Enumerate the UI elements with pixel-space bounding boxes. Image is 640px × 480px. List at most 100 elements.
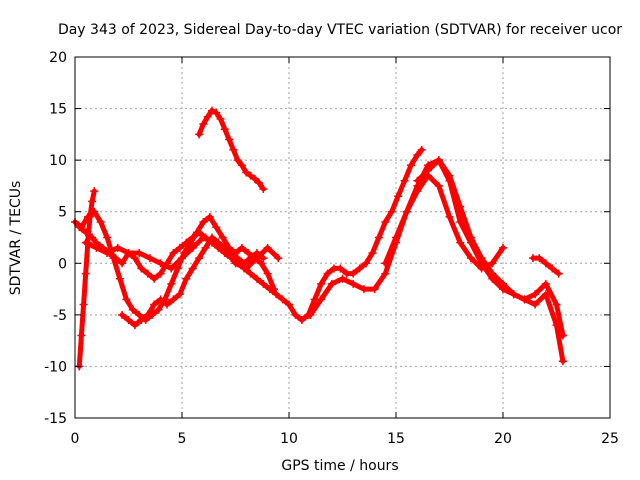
data-point [199, 218, 208, 227]
data-point [150, 300, 159, 309]
chart-title: Day 343 of 2023, Sidereal Day-to-day VTE… [58, 22, 622, 38]
data-point [402, 207, 411, 216]
series-line [72, 209, 277, 323]
series-satellite-track-6 [75, 187, 99, 371]
y-tick-label: 5 [58, 205, 67, 221]
data-point [541, 259, 550, 268]
data-point [135, 310, 144, 319]
data-point [201, 243, 210, 252]
data-point [195, 130, 204, 139]
data-point [88, 197, 97, 206]
data-point [374, 233, 383, 242]
data-point [531, 300, 540, 309]
data-point [499, 285, 507, 294]
data-point [143, 310, 152, 319]
y-tick-label: 0 [58, 256, 67, 272]
data-point [278, 295, 287, 304]
data-point [124, 316, 133, 325]
data-point [229, 145, 238, 154]
data-point [109, 254, 118, 263]
data-point [227, 248, 236, 257]
y-tick-label: -5 [53, 308, 67, 324]
series-line [196, 108, 266, 192]
data-point [381, 259, 390, 268]
data-point [192, 228, 201, 237]
data-point [169, 295, 178, 304]
data-point [231, 259, 240, 268]
grid [75, 57, 610, 418]
data-point [434, 181, 443, 190]
data-point [240, 259, 249, 268]
data-point [242, 264, 251, 273]
data-point [552, 300, 561, 309]
data-point [212, 223, 221, 232]
data-point [370, 285, 379, 294]
data-point [394, 192, 403, 201]
data-point [195, 254, 204, 263]
plot-frame [74, 56, 611, 419]
data-point [85, 212, 94, 221]
data-point [548, 264, 557, 273]
data-point [156, 259, 165, 268]
data-point [466, 238, 475, 247]
data-point [306, 310, 315, 319]
data-point [83, 238, 92, 247]
data-point [252, 248, 261, 257]
data-point [154, 305, 163, 314]
x-tick-label: 0 [71, 431, 80, 447]
data-point [406, 161, 415, 170]
series-satellite-track-10 [528, 254, 563, 278]
data-point [216, 114, 225, 123]
data-point [499, 243, 507, 252]
data-point [203, 112, 212, 121]
data-point [520, 295, 529, 304]
data-point [90, 187, 99, 196]
data-point [250, 174, 259, 183]
data-point [77, 331, 86, 340]
y-tick-label: -10 [44, 359, 67, 375]
data-point [220, 243, 229, 252]
y-tick-label: 15 [49, 102, 67, 118]
data-point [237, 243, 246, 252]
data-point [317, 279, 326, 288]
data-point [163, 300, 172, 309]
data-point [130, 321, 139, 330]
data-point [349, 269, 358, 278]
data-point [233, 254, 242, 263]
data-point [246, 254, 255, 263]
data-point [359, 285, 368, 294]
data-point [128, 305, 137, 314]
series-satellite-track-4 [118, 233, 268, 330]
data-point [362, 259, 371, 268]
y-tick-label: 20 [49, 50, 67, 66]
data-point [531, 290, 540, 299]
y-tick-label: 10 [49, 153, 67, 169]
data-point [169, 248, 178, 257]
x-tick-label: 10 [280, 431, 298, 447]
data-point [413, 176, 422, 185]
data-point [220, 125, 229, 134]
data-point [466, 254, 475, 263]
y-axis-label: SDTVAR / TECUs [8, 181, 24, 296]
data-point [317, 295, 326, 304]
data-point [143, 269, 152, 278]
data-point [237, 161, 246, 170]
data-point [355, 264, 364, 273]
data-point [554, 269, 563, 278]
data-point [541, 279, 550, 288]
data-point [400, 176, 409, 185]
data-point [103, 248, 112, 257]
data-point [349, 279, 358, 288]
data-point [214, 238, 223, 247]
data-point [156, 295, 165, 304]
data-point [178, 254, 186, 263]
data-point [188, 264, 197, 273]
data-point [477, 259, 486, 268]
data-point [115, 274, 124, 283]
data-point [424, 166, 433, 175]
data-point [387, 207, 396, 216]
data-point [413, 150, 422, 159]
data-point [252, 274, 261, 283]
series-satellite-track-5 [195, 106, 268, 194]
